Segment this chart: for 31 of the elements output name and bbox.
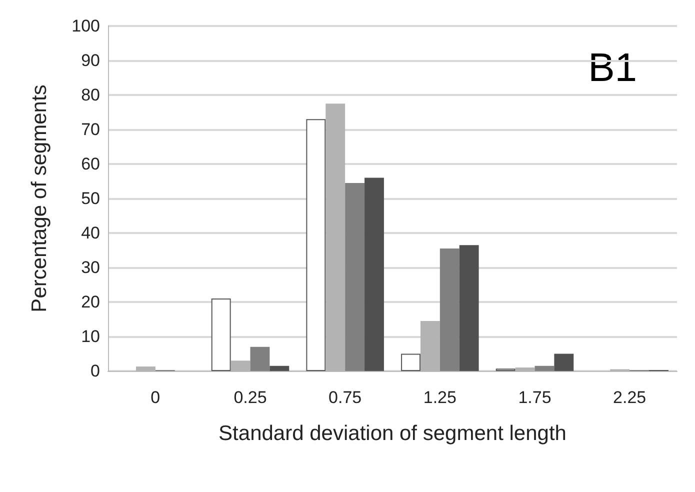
y-tick-label: 60 <box>81 154 100 174</box>
x-tick-label: 1.75 <box>518 388 552 407</box>
x-tick-label: 0.25 <box>234 388 267 407</box>
bar <box>345 182 365 371</box>
y-tick-label: 90 <box>81 51 100 70</box>
x-tick-label: 1.25 <box>423 388 456 407</box>
x-axis-title: Standard deviation of segment length <box>218 422 566 445</box>
bar <box>211 298 231 371</box>
bar <box>440 248 460 371</box>
bar <box>401 354 420 371</box>
bar <box>250 346 270 371</box>
y-tick-label: 50 <box>81 189 100 208</box>
y-tick-label: 10 <box>81 327 100 346</box>
y-tick-label: 100 <box>72 16 100 36</box>
bar <box>364 178 384 371</box>
bar <box>306 119 326 371</box>
y-tick-label: 20 <box>81 292 100 312</box>
y-tick-label: 0 <box>90 362 100 380</box>
annotation: B1 <box>588 46 638 90</box>
y-tick-label: 80 <box>81 86 100 104</box>
x-tick-label: 0 <box>150 388 160 407</box>
y-tick-label: 30 <box>81 258 100 277</box>
bar <box>459 245 479 371</box>
bar <box>270 366 290 371</box>
bar <box>554 354 574 371</box>
y-tick-label: 40 <box>81 224 100 242</box>
x-tick-label: 2.25 <box>613 388 646 407</box>
y-tick-label: 70 <box>81 120 100 139</box>
x-tick-label: 0.75 <box>328 388 362 407</box>
y-axis-title: Percentage of segments <box>28 84 51 312</box>
bar <box>534 366 554 371</box>
